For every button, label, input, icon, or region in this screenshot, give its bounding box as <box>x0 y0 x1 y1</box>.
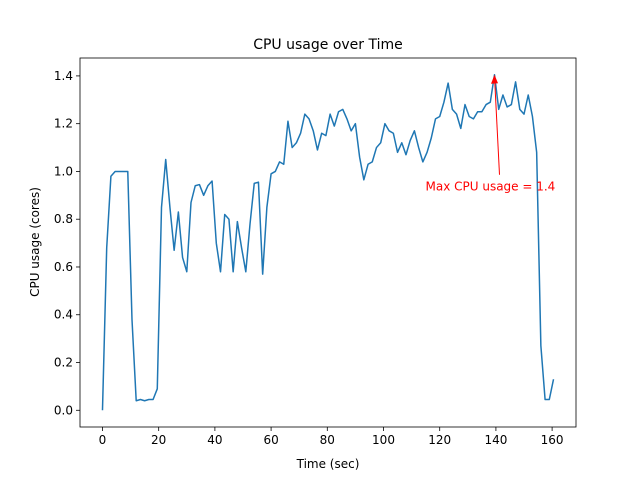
y-tick-label: 0.2 <box>54 356 73 370</box>
x-tick-label: 60 <box>263 433 278 447</box>
plot-frame <box>79 57 577 428</box>
line-series <box>101 73 555 411</box>
x-tick-label: 100 <box>372 433 395 447</box>
x-tick-label: 40 <box>207 433 222 447</box>
x-tick-label: 20 <box>151 433 166 447</box>
annotation-text: Max CPU usage = 1.4 <box>426 180 556 194</box>
y-tick-label: 1.2 <box>54 117 73 131</box>
y-axis-label: CPU usage (cores) <box>28 187 42 297</box>
y-tick-label: 0.8 <box>54 212 73 226</box>
chart-title: CPU usage over Time <box>253 37 403 53</box>
y-tick-label: 0.0 <box>54 403 73 417</box>
y-tick-label: 0.6 <box>54 260 73 274</box>
annotation-arrowhead <box>491 74 499 84</box>
x-tick-label: 140 <box>484 433 507 447</box>
x-tick-label: 160 <box>541 433 564 447</box>
y-tick-label: 1.4 <box>54 69 73 83</box>
x-tick-label: 0 <box>99 433 107 447</box>
y-tick-label: 1.0 <box>54 164 73 178</box>
x-axis-label: Time (sec) <box>296 457 360 471</box>
x-tick-label: 120 <box>428 433 451 447</box>
y-tick-label: 0.4 <box>54 308 73 322</box>
x-tick-label: 80 <box>320 433 335 447</box>
annotation-arrow <box>494 76 501 175</box>
